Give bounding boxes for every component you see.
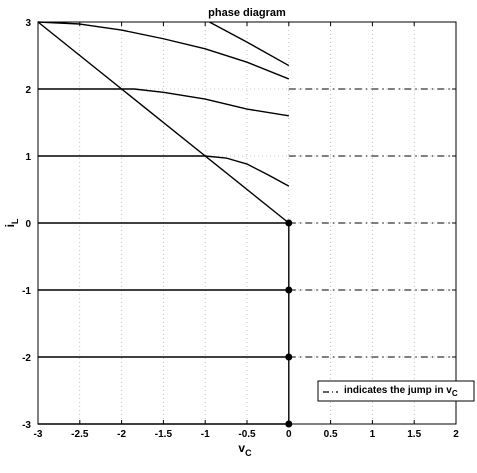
x-tick-label: 0.5 bbox=[324, 429, 338, 440]
x-tick-label: 1.5 bbox=[407, 429, 421, 440]
y-tick-label: 3 bbox=[25, 18, 31, 29]
x-tick-label: -2 bbox=[117, 429, 126, 440]
equilibrium-point bbox=[285, 286, 293, 294]
y-axis-label: iL bbox=[3, 218, 20, 227]
y-tick-label: -1 bbox=[22, 286, 31, 297]
y-axis-label-subscript: L bbox=[10, 218, 20, 224]
x-axis-label-main: v bbox=[238, 441, 245, 455]
equilibrium-point bbox=[285, 219, 293, 227]
equilibrium-point bbox=[285, 353, 293, 361]
solid-trajectory bbox=[38, 155, 290, 187]
y-tick-label: -3 bbox=[22, 420, 31, 431]
x-axis-label: vC bbox=[238, 441, 252, 458]
y-axis-label-main: i bbox=[3, 224, 17, 227]
chart-title: phase diagram bbox=[208, 7, 286, 19]
x-axis-label-subscript: C bbox=[245, 448, 252, 458]
x-tick-labels: -3 -2.5 -2 -1.5 -1 -0.5 0 0.5 1 1.5 2 bbox=[34, 22, 459, 440]
legend-label-main: indicates the jump in v bbox=[344, 385, 452, 396]
x-tick-label: -0.5 bbox=[238, 429, 256, 440]
x-tick-label: 1 bbox=[370, 429, 376, 440]
x-tick-label: -1.5 bbox=[155, 429, 173, 440]
y-tick-label: -2 bbox=[22, 353, 31, 364]
legend-label: indicates the jump in vC bbox=[344, 385, 458, 398]
x-tick-label: -3 bbox=[34, 429, 43, 440]
solid-trajectory bbox=[209, 21, 290, 67]
legend: indicates the jump in vC bbox=[317, 380, 475, 402]
x-tick-label: 0 bbox=[286, 429, 292, 440]
solid-trajectory bbox=[37, 21, 290, 224]
y-tick-label: 2 bbox=[25, 85, 31, 96]
points-layer bbox=[285, 219, 293, 428]
x-tick-label: 2 bbox=[453, 429, 459, 440]
legend-label-subscript: C bbox=[452, 389, 458, 398]
legend-box bbox=[317, 380, 475, 402]
y-tick-label: 1 bbox=[25, 152, 31, 163]
solid-trajectory bbox=[38, 88, 289, 117]
x-tick-label: -2.5 bbox=[71, 429, 89, 440]
y-tick-label: 0 bbox=[25, 219, 31, 230]
y-tick-labels: -3 -2 -1 0 1 2 3 bbox=[22, 18, 456, 431]
x-tick-label: -1 bbox=[201, 429, 210, 440]
